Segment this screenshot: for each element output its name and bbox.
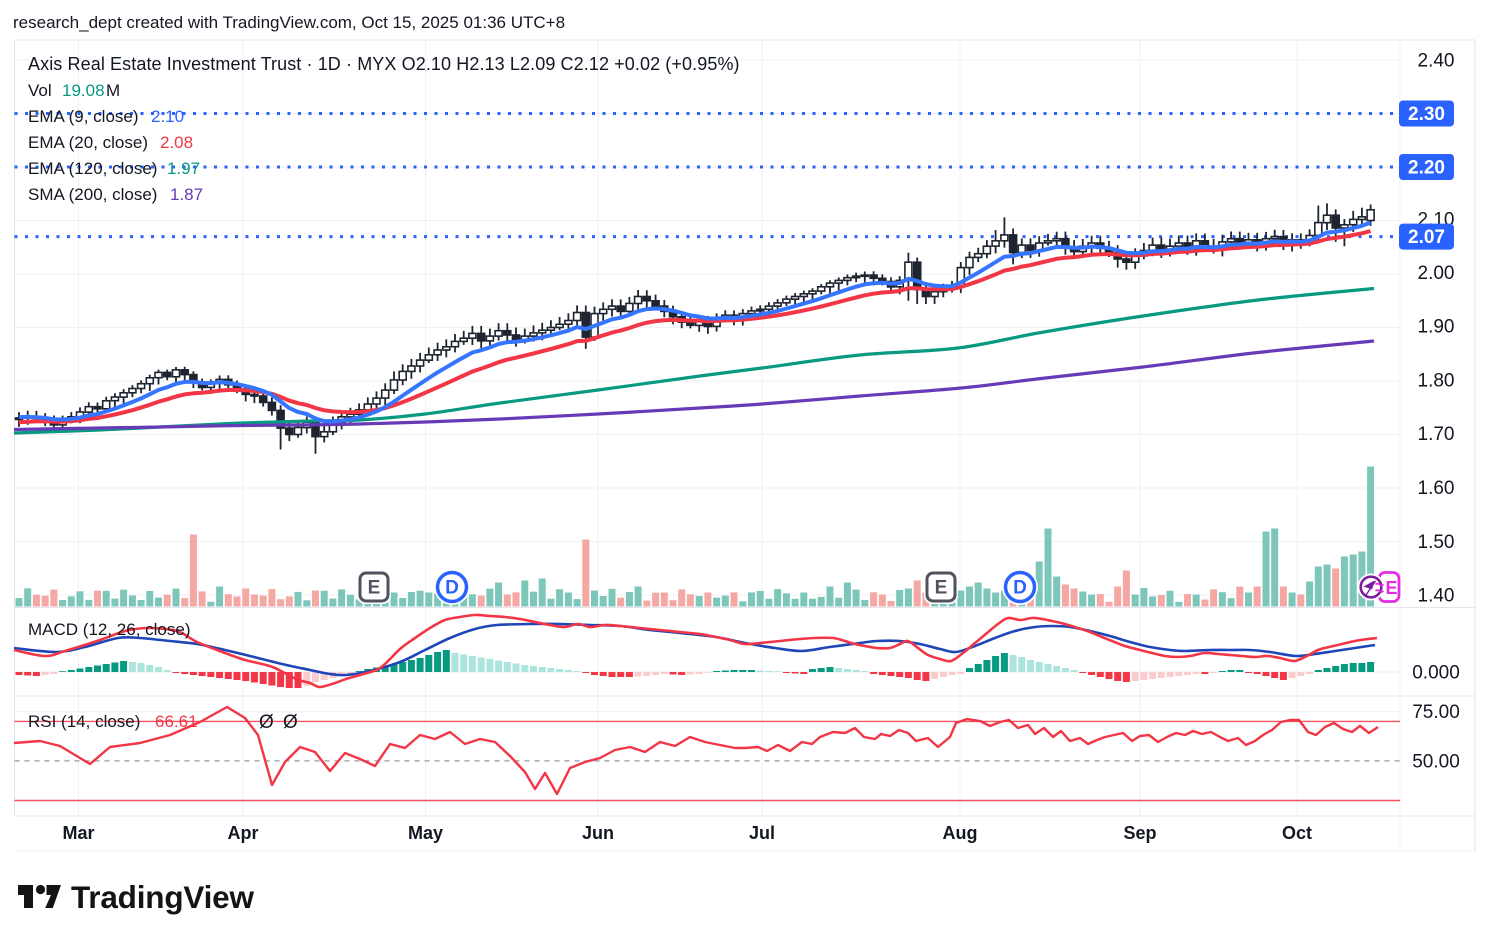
svg-text:Aug: Aug: [943, 823, 978, 843]
svg-text:E: E: [935, 578, 948, 599]
svg-text:Oct: Oct: [1282, 823, 1312, 843]
svg-text:TradingView: TradingView: [71, 879, 254, 915]
svg-text:EMA (20, close): EMA (20, close): [28, 133, 148, 152]
svg-text:2.20: 2.20: [1408, 158, 1445, 179]
svg-text:2.40: 2.40: [1418, 51, 1455, 72]
svg-text:Jun: Jun: [582, 823, 614, 843]
svg-text:Apr: Apr: [228, 823, 259, 843]
svg-text:1.40: 1.40: [1418, 586, 1455, 607]
svg-text:D: D: [1013, 578, 1027, 599]
svg-text:Vol: Vol: [28, 81, 52, 100]
svg-text:1.80: 1.80: [1418, 371, 1455, 392]
svg-text:2.30: 2.30: [1408, 104, 1445, 125]
svg-text:Jul: Jul: [749, 823, 775, 843]
svg-text:SMA (200, close): SMA (200, close): [28, 185, 157, 204]
svg-text:1.90: 1.90: [1418, 317, 1455, 338]
svg-text:2.07: 2.07: [1408, 227, 1445, 248]
svg-text:M: M: [106, 81, 120, 100]
svg-text:75.00: 75.00: [1412, 702, 1460, 723]
svg-text:E: E: [368, 578, 381, 599]
svg-text:Sep: Sep: [1123, 823, 1156, 843]
svg-text:May: May: [408, 823, 443, 843]
svg-text:D: D: [445, 578, 459, 599]
svg-text:EMA (120, close): EMA (120, close): [28, 159, 157, 178]
svg-text:1.60: 1.60: [1418, 478, 1455, 499]
svg-text:RSI (14, close): RSI (14, close): [28, 712, 140, 731]
svg-text:1.87: 1.87: [170, 185, 203, 204]
svg-text:19.08: 19.08: [62, 81, 105, 100]
svg-text:66.61: 66.61: [155, 712, 198, 731]
svg-text:1.50: 1.50: [1418, 532, 1455, 553]
svg-text:EMA (9, close): EMA (9, close): [28, 107, 139, 126]
svg-text:2.08: 2.08: [160, 133, 193, 152]
svg-text:Mar: Mar: [62, 823, 94, 843]
svg-text:2.00: 2.00: [1418, 263, 1455, 284]
svg-text:Axis Real Estate Investment Tr: Axis Real Estate Investment Trust · 1D ·…: [28, 54, 740, 74]
svg-text:1.97: 1.97: [167, 159, 200, 178]
svg-text:research_dept created with Tra: research_dept created with TradingView.c…: [13, 13, 565, 32]
svg-text:MACD (12, 26, close): MACD (12, 26, close): [28, 620, 191, 639]
svg-text:E: E: [1385, 578, 1397, 598]
svg-text:0.000: 0.000: [1412, 663, 1460, 684]
svg-text:2.10: 2.10: [151, 107, 184, 126]
svg-text:1.70: 1.70: [1418, 424, 1455, 445]
svg-text:Ø: Ø: [283, 712, 298, 733]
svg-text:50.00: 50.00: [1412, 752, 1460, 773]
svg-text:Ø: Ø: [259, 712, 274, 733]
